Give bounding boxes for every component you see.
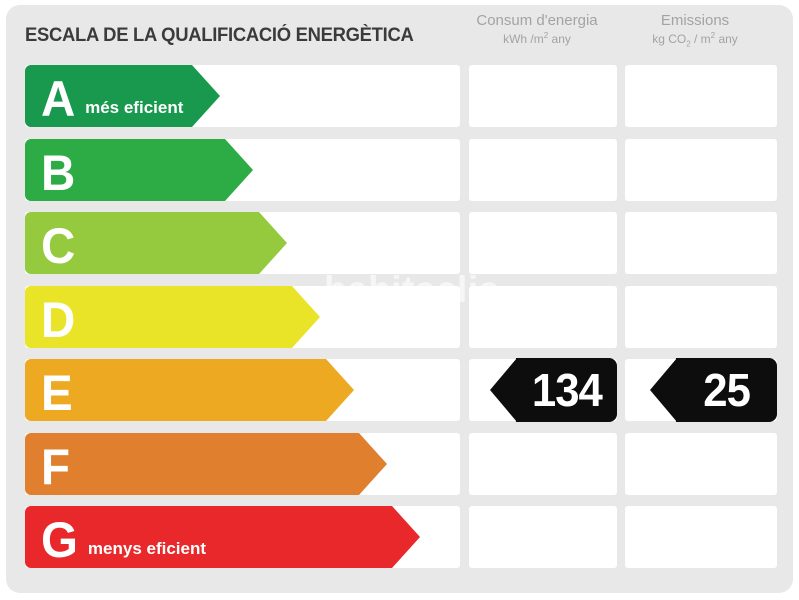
consum-column-unit: kWh /m2 any — [503, 30, 571, 46]
rating-arrow: A més eficient — [25, 65, 220, 127]
emissions-cell — [625, 432, 777, 495]
consum-column-header: Consum d'energia kWh /m2 any — [463, 12, 611, 47]
rating-letter: E — [41, 365, 73, 421]
rating-letter: F — [41, 438, 71, 495]
emissions-cell — [625, 212, 777, 274]
consum-column-title: Consum d'energia — [476, 12, 598, 29]
rating-letter: A — [41, 71, 76, 127]
emissions-cell — [625, 506, 777, 568]
energy-scale-panel: ESCALA DE LA QUALIFICACIÓ ENERGÈTICA Con… — [6, 5, 793, 593]
consum-value: 134 — [531, 364, 602, 416]
rating-arrow: C — [25, 212, 287, 274]
rating-letter: B — [41, 144, 76, 201]
rating-letter: G — [41, 512, 78, 568]
scale-row-a: A més eficient — [25, 65, 777, 127]
rating-letter: D — [41, 291, 76, 348]
rating-label: menys eficient — [87, 539, 207, 558]
scale-row-f: F — [25, 432, 777, 495]
emissions-cell — [625, 285, 777, 348]
emissions-value: 25 — [703, 364, 751, 416]
consum-cell — [469, 138, 617, 201]
rating-arrow: E — [25, 359, 354, 421]
scale-row-d: D — [25, 285, 777, 348]
consum-cell — [469, 212, 617, 274]
rating-arrow: D — [25, 285, 320, 348]
energy-scale-rows: A més eficient B — [25, 65, 777, 580]
consum-cell — [469, 285, 617, 348]
scale-row-g: G menys eficient — [25, 506, 777, 568]
scale-row-c: C — [25, 212, 777, 274]
rating-label: més eficient — [85, 98, 184, 117]
rating-arrow: F — [25, 432, 387, 495]
emissions-cell: 25 — [625, 358, 777, 422]
emissions-cell — [625, 138, 777, 201]
rating-arrow: B — [25, 138, 253, 201]
emissions-column-title: Emissions — [660, 12, 730, 29]
consum-cell — [469, 65, 617, 127]
rating-letter: C — [41, 218, 76, 274]
consum-cell — [469, 506, 617, 568]
emissions-column-header: Emissions kg CO2 / m2 any — [619, 12, 771, 49]
emissions-cell — [625, 65, 777, 127]
page-title: ESCALA DE LA QUALIFICACIÓ ENERGÈTICA — [25, 25, 414, 46]
consum-cell — [469, 432, 617, 495]
scale-row-e: E 134 25 — [25, 358, 777, 422]
consum-cell: 134 — [469, 358, 617, 422]
scale-row-b: B — [25, 138, 777, 201]
consum-value-badge: 134 — [490, 358, 617, 422]
emissions-value-badge: 25 — [650, 358, 777, 422]
emissions-column-unit: kg CO2 / m2 any — [652, 30, 738, 49]
rating-arrow: G menys eficient — [25, 506, 420, 568]
